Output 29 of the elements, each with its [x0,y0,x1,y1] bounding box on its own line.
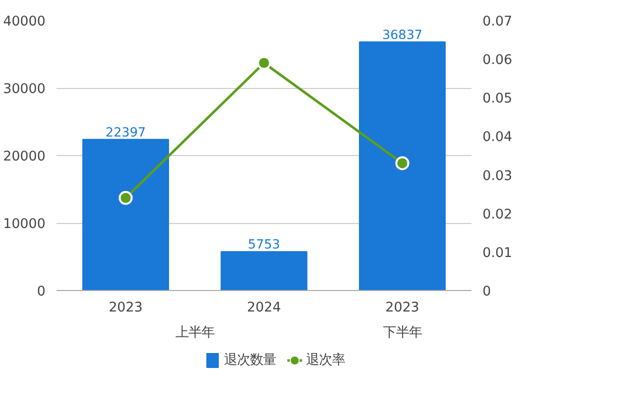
text: 上半年 [175,326,214,340]
y-tick-label: 40000 [3,14,46,30]
x-tick-label: 2023 [385,300,420,316]
data-label: 5753 [248,236,280,252]
y-tick-label: 30000 [3,82,46,97]
y2-tick-label: 0.07 [482,14,512,30]
y-tick-label: 0 [37,284,46,300]
point [257,56,271,70]
y2-tick-label: 0.02 [482,207,512,222]
y2-tick-label: 0.01 [482,246,512,261]
x-tick-label: 2024 [247,300,281,316]
y2-tick-label: 0.03 [482,168,512,184]
data-label: 36837 [382,26,422,42]
y2-tick-label: 0.05 [482,92,512,107]
bar [358,41,446,290]
y2-tick-label: 0.04 [482,130,512,146]
bar [82,138,170,290]
y-tick-label: 10000 [3,217,46,232]
bar [220,251,308,290]
y2-tick-label: 0 [482,284,491,300]
y2-tick-label: 0.06 [482,53,512,68]
y-tick-label: 20000 [3,150,46,164]
text: 下半年 [382,326,422,340]
point [395,156,410,170]
point [118,190,133,205]
legend-label: 退次率 [306,352,346,368]
legend-label: 退次数量 [224,353,276,368]
data-label: 22397 [106,124,146,140]
x-tick-label: 2023 [108,300,143,316]
